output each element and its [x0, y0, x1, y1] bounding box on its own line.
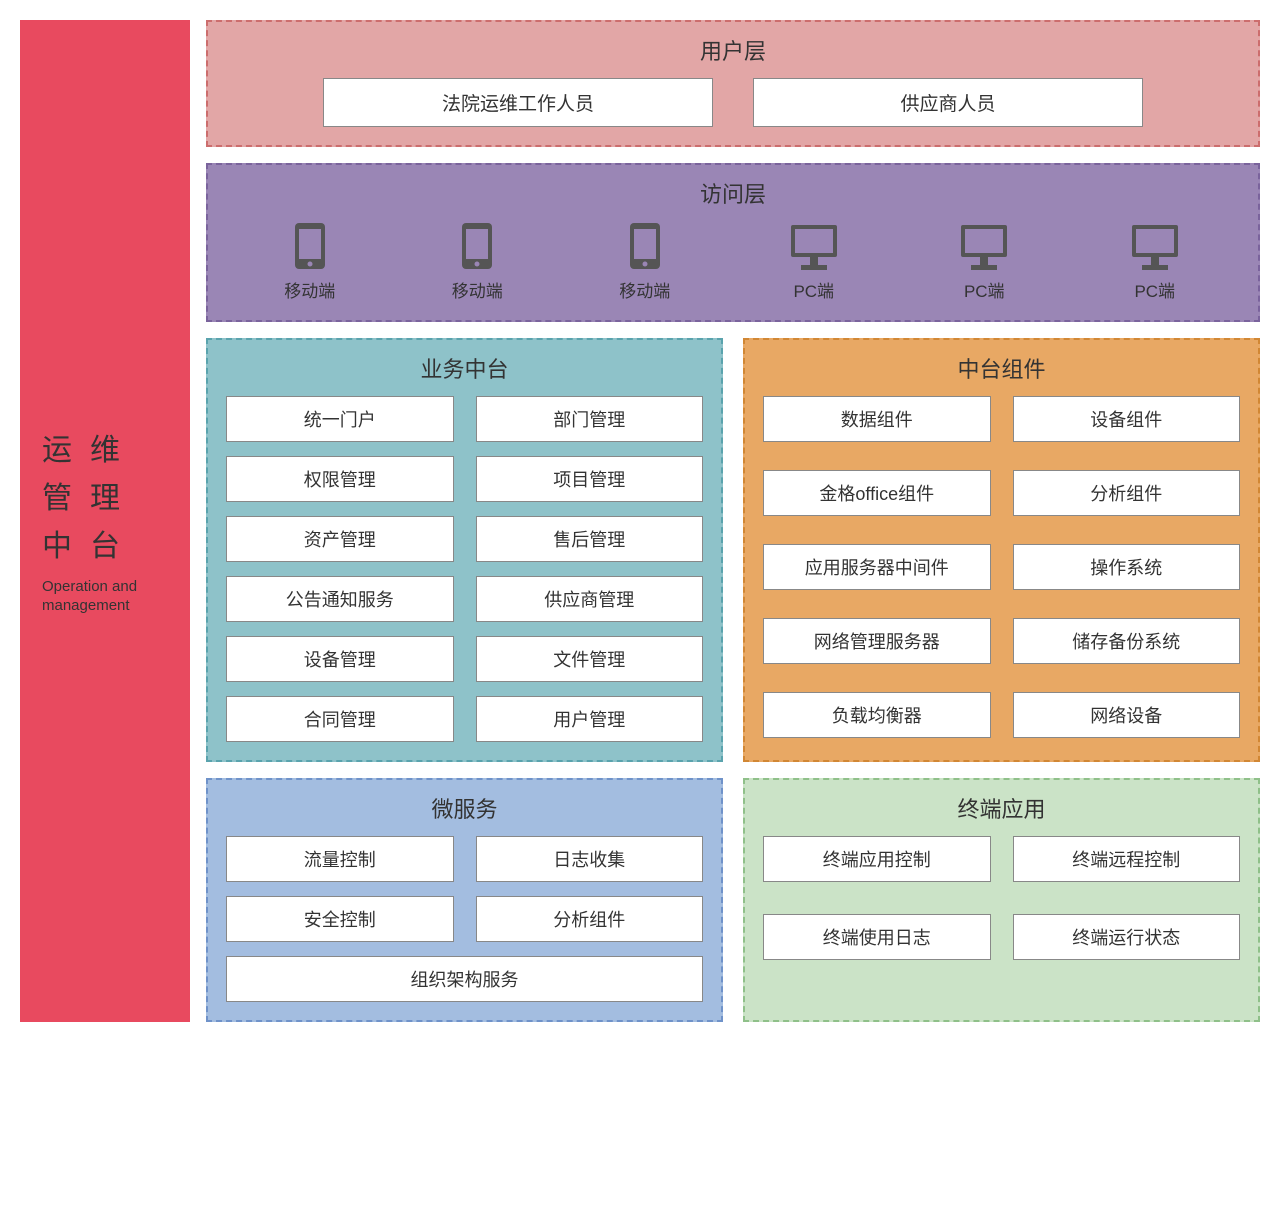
- device-label: PC端: [1134, 277, 1175, 302]
- sidebar-title-line: 运维: [42, 427, 168, 475]
- item-box: 部门管理: [476, 396, 704, 442]
- item-box: 合同管理: [226, 696, 454, 742]
- item-box: 网络设备: [1013, 692, 1241, 738]
- device-label: 移动端: [284, 277, 335, 302]
- device-pc: PC端: [957, 223, 1011, 302]
- device-mobile: 移动端: [284, 221, 335, 302]
- business-layer-title: 业务中台: [226, 352, 703, 384]
- item-box: 金格office组件: [763, 470, 991, 516]
- sidebar-panel: 运维 管理 中台 Operation and management: [20, 20, 190, 1022]
- terminal-layer-title: 终端应用: [763, 792, 1240, 824]
- pc-icon: [1128, 223, 1182, 271]
- item-box: 终端远程控制: [1013, 836, 1241, 882]
- microservice-layer-title: 微服务: [226, 792, 703, 824]
- item-box: 分析组件: [1013, 470, 1241, 516]
- device-pc: PC端: [787, 223, 841, 302]
- terminal-layer: 终端应用 终端应用控制终端远程控制终端使用日志终端运行状态: [743, 778, 1260, 1022]
- business-layer: 业务中台 统一门户部门管理权限管理项目管理资产管理售后管理公告通知服务供应商管理…: [206, 338, 723, 762]
- item-box: 终端应用控制: [763, 836, 991, 882]
- item-box: 项目管理: [476, 456, 704, 502]
- item-box: 统一门户: [226, 396, 454, 442]
- sidebar-title-en: Operation and management: [42, 577, 168, 616]
- business-grid: 统一门户部门管理权限管理项目管理资产管理售后管理公告通知服务供应商管理设备管理文…: [226, 396, 703, 742]
- item-box-span: 组织架构服务: [226, 956, 703, 1002]
- user-box: 法院运维工作人员: [323, 78, 713, 127]
- item-box: 公告通知服务: [226, 576, 454, 622]
- item-box: 储存备份系统: [1013, 618, 1241, 664]
- item-box: 权限管理: [226, 456, 454, 502]
- sidebar-title-line: 中台: [42, 523, 168, 571]
- user-layer: 用户层 法院运维工作人员 供应商人员: [206, 20, 1260, 147]
- access-row: 移动端 移动端 移动端 PC端 PC端 PC端: [226, 221, 1240, 302]
- item-box: 设备组件: [1013, 396, 1241, 442]
- microservice-grid: 流量控制日志收集安全控制分析组件组织架构服务: [226, 836, 703, 1002]
- pc-icon: [957, 223, 1011, 271]
- item-box: 操作系统: [1013, 544, 1241, 590]
- device-mobile: 移动端: [619, 221, 670, 302]
- architecture-diagram: 运维 管理 中台 Operation and management 用户层 法院…: [20, 20, 1260, 1022]
- mobile-icon: [460, 221, 494, 271]
- access-layer-title: 访问层: [226, 177, 1240, 209]
- mid-row: 业务中台 统一门户部门管理权限管理项目管理资产管理售后管理公告通知服务供应商管理…: [206, 338, 1260, 762]
- user-box: 供应商人员: [753, 78, 1143, 127]
- item-box: 数据组件: [763, 396, 991, 442]
- main-column: 用户层 法院运维工作人员 供应商人员 访问层 移动端 移动端 移动端 PC端 PC端 PC…: [206, 20, 1260, 1022]
- item-box: 流量控制: [226, 836, 454, 882]
- item-box: 文件管理: [476, 636, 704, 682]
- pc-icon: [787, 223, 841, 271]
- item-box: 用户管理: [476, 696, 704, 742]
- item-box: 负载均衡器: [763, 692, 991, 738]
- item-box: 终端运行状态: [1013, 914, 1241, 960]
- item-box: 资产管理: [226, 516, 454, 562]
- item-box: 分析组件: [476, 896, 704, 942]
- microservice-layer: 微服务 流量控制日志收集安全控制分析组件组织架构服务: [206, 778, 723, 1022]
- item-box: 安全控制: [226, 896, 454, 942]
- device-label: PC端: [793, 277, 834, 302]
- bottom-row: 微服务 流量控制日志收集安全控制分析组件组织架构服务 终端应用 终端应用控制终端…: [206, 778, 1260, 1022]
- item-box: 终端使用日志: [763, 914, 991, 960]
- device-pc: PC端: [1128, 223, 1182, 302]
- mobile-icon: [293, 221, 327, 271]
- item-box: 应用服务器中间件: [763, 544, 991, 590]
- item-box: 设备管理: [226, 636, 454, 682]
- user-layer-title: 用户层: [226, 34, 1240, 66]
- components-layer-title: 中台组件: [763, 352, 1240, 384]
- device-mobile: 移动端: [452, 221, 503, 302]
- item-box: 售后管理: [476, 516, 704, 562]
- access-layer: 访问层 移动端 移动端 移动端 PC端 PC端 PC端: [206, 163, 1260, 322]
- item-box: 供应商管理: [476, 576, 704, 622]
- components-grid: 数据组件设备组件金格office组件分析组件应用服务器中间件操作系统网络管理服务…: [763, 396, 1240, 738]
- device-label: 移动端: [452, 277, 503, 302]
- mobile-icon: [628, 221, 662, 271]
- item-box: 网络管理服务器: [763, 618, 991, 664]
- components-layer: 中台组件 数据组件设备组件金格office组件分析组件应用服务器中间件操作系统网…: [743, 338, 1260, 762]
- terminal-grid: 终端应用控制终端远程控制终端使用日志终端运行状态: [763, 836, 1240, 960]
- device-label: 移动端: [619, 277, 670, 302]
- user-row: 法院运维工作人员 供应商人员: [226, 78, 1240, 127]
- sidebar-title-cn: 运维 管理 中台: [42, 427, 168, 571]
- device-label: PC端: [964, 277, 1005, 302]
- item-box: 日志收集: [476, 836, 704, 882]
- sidebar-title-line: 管理: [42, 475, 168, 523]
